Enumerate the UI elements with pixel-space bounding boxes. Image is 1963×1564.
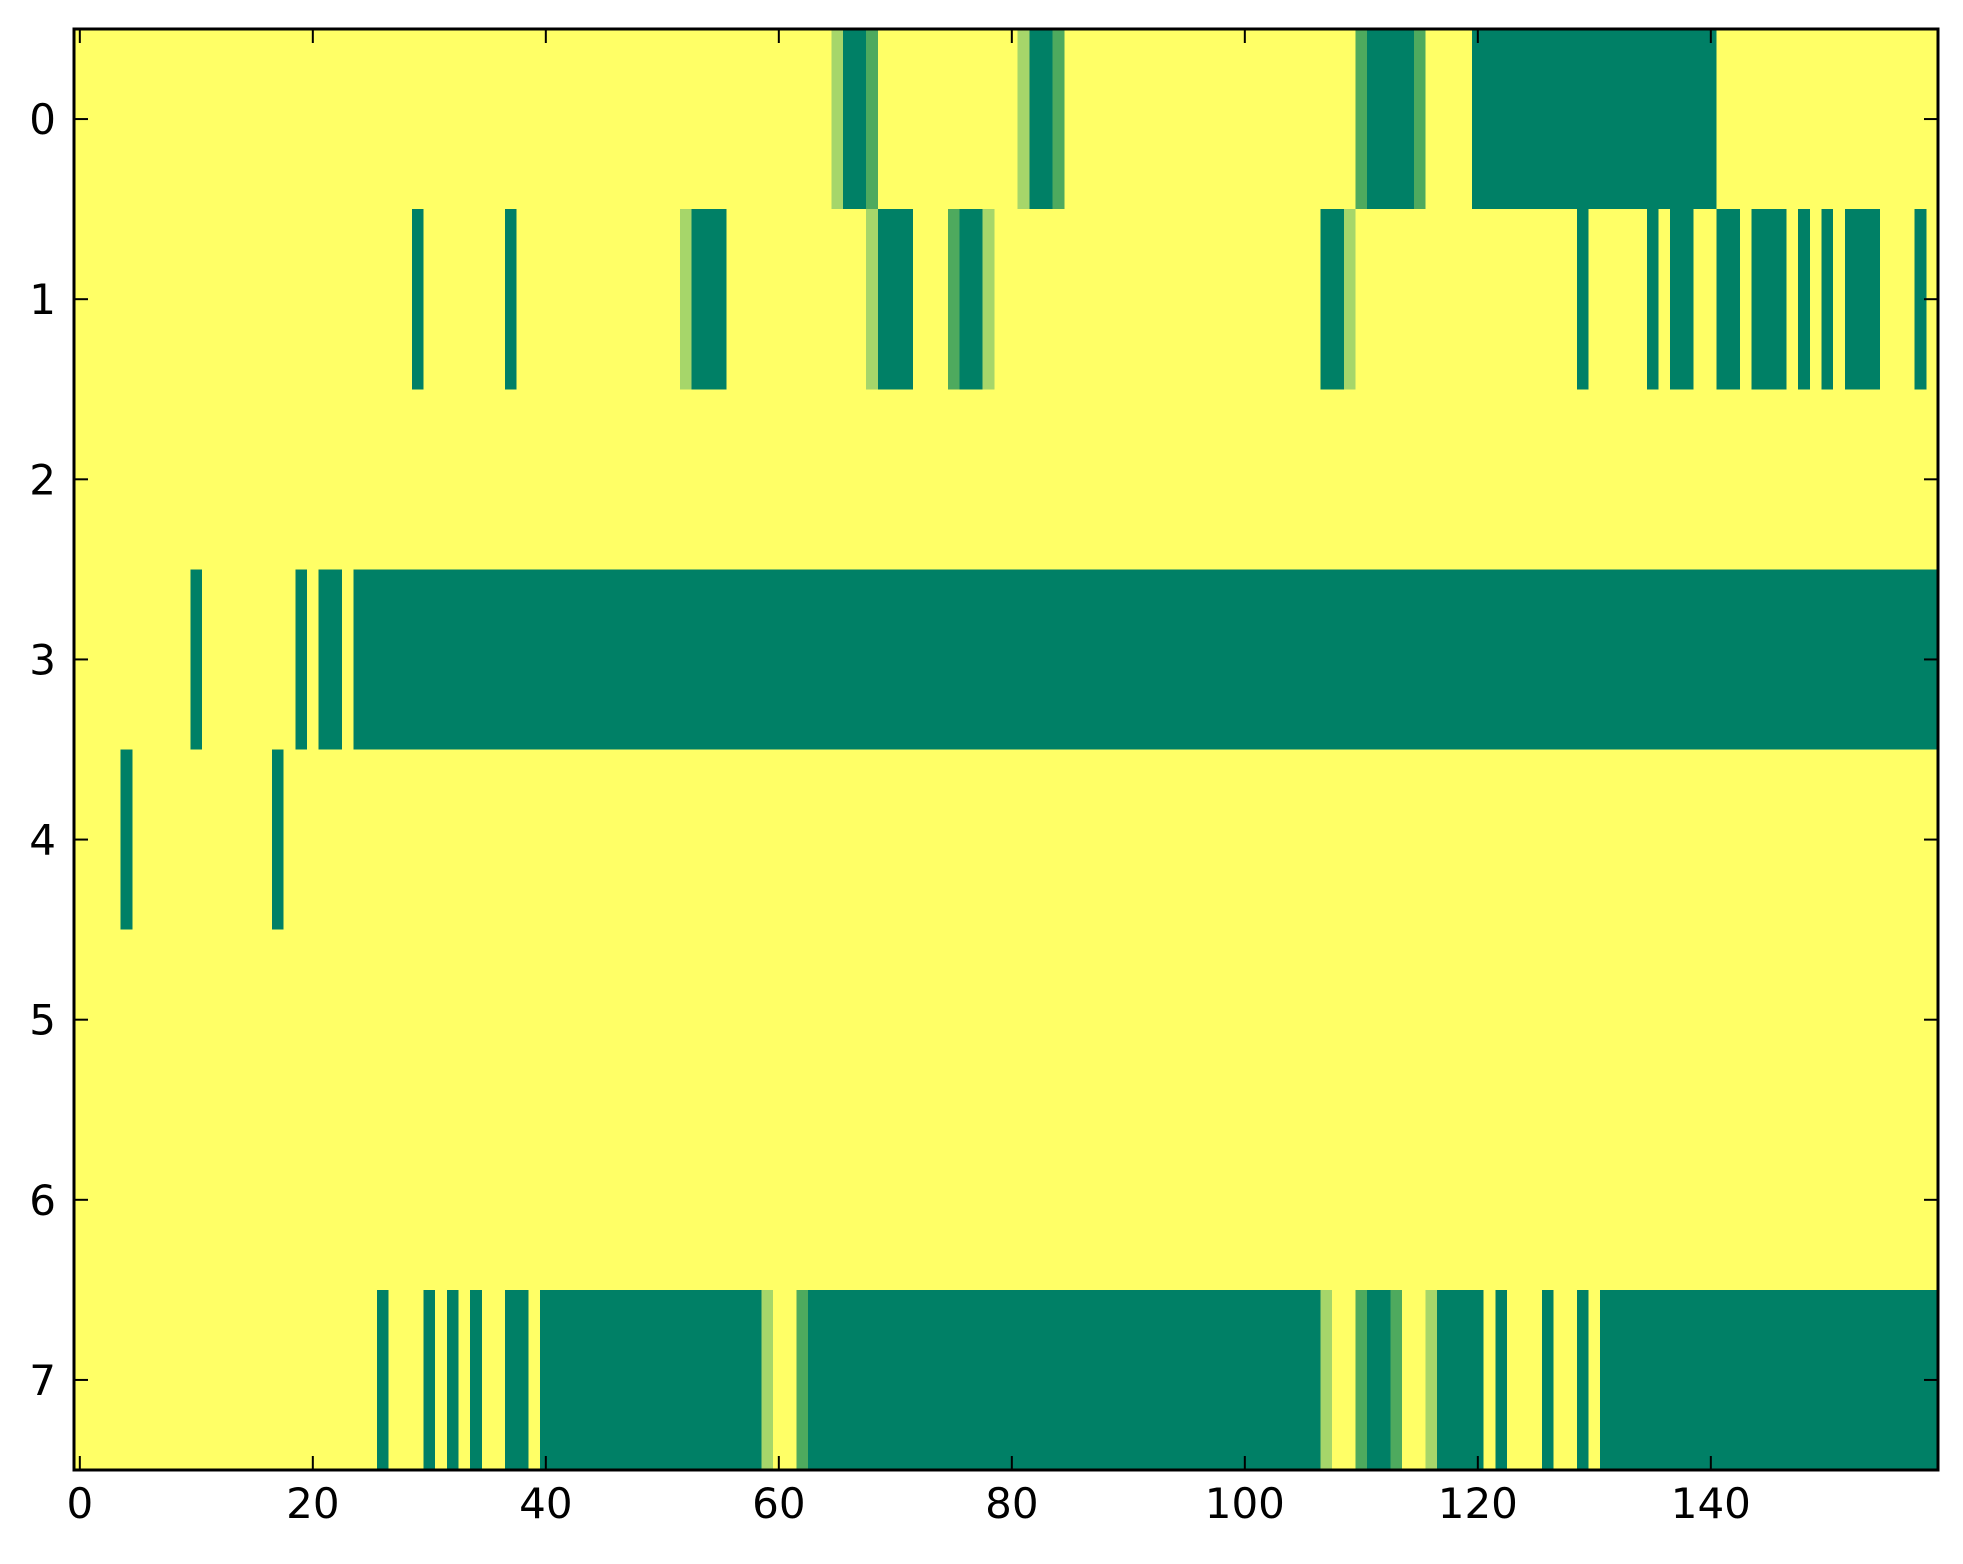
plot-frame — [72, 27, 1940, 1472]
heatmap-cell — [470, 1289, 482, 1470]
heatmap-cell — [679, 209, 692, 390]
heatmap-cell — [1844, 209, 1880, 390]
heatmap-cell — [1425, 1289, 1438, 1470]
heatmap-cell — [842, 29, 867, 210]
heatmap-cell — [1029, 29, 1053, 210]
heatmap-cell — [423, 1289, 436, 1470]
heatmap-cell — [1495, 1289, 1507, 1470]
heatmap-cell — [411, 209, 424, 390]
heatmap-cell — [959, 209, 983, 390]
heatmap-cell — [877, 209, 913, 390]
x-tick-label: 0 — [66, 1479, 93, 1528]
heatmap-cell — [1355, 29, 1368, 210]
x-tick-label: 140 — [1671, 1479, 1751, 1528]
y-tick-label: 1 — [29, 275, 56, 324]
heatmap-cell — [1751, 209, 1787, 390]
heatmap-cell — [807, 1289, 1321, 1470]
x-tick-label: 80 — [985, 1479, 1038, 1528]
heatmap-cell — [1541, 1289, 1554, 1470]
heatmap-cell — [691, 209, 727, 390]
heatmap-cell — [376, 1289, 389, 1470]
heatmap-cell — [190, 569, 203, 750]
heatmap-cell — [1355, 1289, 1368, 1470]
y-tick-label: 0 — [29, 95, 56, 144]
heatmap-cell — [1600, 1289, 1938, 1470]
heatmap-cell — [505, 209, 517, 390]
heatmap-cell — [1320, 1289, 1333, 1470]
heatmap-cell — [1367, 1289, 1391, 1470]
heatmap-cell — [295, 569, 307, 750]
y-tick-label: 6 — [29, 1176, 56, 1225]
heatmap-cell — [120, 749, 133, 930]
heatmap-cell — [1670, 209, 1694, 390]
tick-marks — [74, 29, 1938, 1470]
x-tick-label: 60 — [752, 1479, 805, 1528]
x-tick-label: 120 — [1438, 1479, 1518, 1528]
heatmap-cell — [1390, 1289, 1403, 1470]
heatmap-cell — [1576, 209, 1589, 390]
heatmap-cell — [1052, 29, 1065, 210]
y-tick-label: 2 — [29, 455, 56, 504]
heatmap-cell — [796, 1289, 808, 1470]
heatmap-cell — [272, 749, 284, 930]
heatmap-cell — [446, 1289, 459, 1470]
heatmap-cell — [1343, 209, 1356, 390]
heatmap-cell — [353, 569, 1939, 750]
heatmap-cell — [1367, 29, 1414, 210]
heatmap-cell — [866, 29, 878, 210]
y-tick-label: 5 — [29, 996, 56, 1045]
x-tick-label: 40 — [519, 1479, 572, 1528]
heatmap-cell — [1320, 209, 1344, 390]
y-tick-labels: 0 1 2 3 4 5 6 7 — [29, 95, 56, 1405]
heatmap-cell — [982, 209, 995, 390]
heatmap-cell — [540, 1289, 762, 1470]
heatmap-cell — [1017, 29, 1030, 210]
y-tick-label: 7 — [29, 1356, 56, 1405]
heatmap-cell — [761, 1289, 773, 1470]
heatmap-cell — [947, 209, 960, 390]
heatmap-cell — [1437, 1289, 1484, 1470]
heatmap-cell — [866, 209, 878, 390]
y-tick-label: 4 — [29, 816, 56, 865]
heatmap-cell — [831, 29, 843, 210]
heatmap-cell — [505, 1289, 529, 1470]
x-tick-label: 100 — [1205, 1479, 1285, 1528]
heatmap-cell — [1413, 29, 1426, 210]
heatmap-cell — [1472, 29, 1717, 210]
heatmap-cell — [1576, 1289, 1589, 1470]
x-tick-labels: 0 20 40 60 80 100 120 140 — [66, 1479, 1750, 1528]
x-tick-label: 20 — [286, 1479, 339, 1528]
heatmap-cell — [1821, 209, 1834, 390]
heatmap-cell — [1914, 209, 1927, 390]
heatmap-cell — [1646, 209, 1659, 390]
heatmap-cells — [74, 29, 1939, 1470]
y-tick-label: 3 — [29, 635, 56, 684]
heatmap-cell — [1798, 209, 1810, 390]
heatmap-cell — [318, 569, 342, 750]
heatmap-cell — [1716, 209, 1740, 390]
